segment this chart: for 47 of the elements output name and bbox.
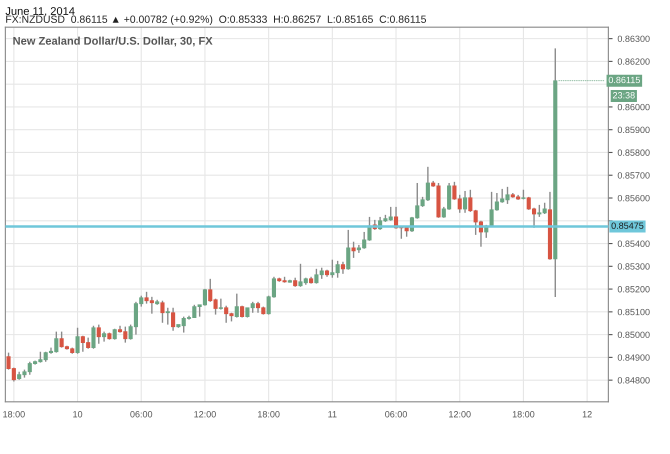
candlestick bbox=[160, 300, 165, 324]
y-tick-label: 0.85400 bbox=[618, 240, 650, 247]
candlestick bbox=[352, 241, 356, 259]
candlestick bbox=[521, 189, 526, 200]
candlestick bbox=[112, 328, 117, 340]
x-tick-label: 10 bbox=[73, 411, 82, 418]
y-tick-label: 0.85900 bbox=[618, 126, 650, 134]
y-tick-label: 0.85000 bbox=[618, 332, 650, 338]
x-tick-label: 12:00 bbox=[194, 411, 216, 418]
candlestick bbox=[346, 229, 350, 270]
text: 23:38 bbox=[612, 92, 635, 98]
y-tick-label: 0.86200 bbox=[618, 58, 650, 65]
x-tick-label: 18:00 bbox=[258, 411, 280, 418]
annotation: 0.86115 bbox=[608, 76, 640, 84]
y-tick-label: 0.85600 bbox=[618, 194, 650, 202]
x-tick-label: 06:00 bbox=[385, 411, 407, 418]
candlestick bbox=[293, 277, 298, 288]
y-tick-label: 0.85200 bbox=[618, 286, 650, 292]
candlestick bbox=[75, 327, 80, 354]
y-tick-label: 0.86000 bbox=[618, 104, 650, 110]
candlestick bbox=[96, 324, 101, 344]
candlestick bbox=[462, 190, 468, 214]
y-tick-label: 0.85700 bbox=[618, 172, 650, 179]
y-tick-label: 0.84900 bbox=[618, 354, 650, 361]
x-tick-label: 11 bbox=[328, 411, 337, 418]
chart-title: June 11, 2014 bbox=[6, 7, 75, 16]
candlestick bbox=[234, 292, 239, 318]
x-tick-label: 18:00 bbox=[3, 411, 25, 418]
text: FX:NZDUSD 0.86115 ▲ +0.00782 (+0.92%) O:0.85333 H:0.86257 L:0.85165 C:0.86115 bbox=[6, 15, 426, 25]
ref-line-label: 0.85475 bbox=[611, 222, 644, 229]
x-tick-label: 18:00 bbox=[512, 411, 534, 418]
x-tick-label: 12:00 bbox=[449, 411, 471, 418]
candlestick bbox=[240, 305, 244, 318]
y-tick-label: 0.85100 bbox=[618, 308, 650, 316]
x-tick-label: 06:00 bbox=[130, 411, 152, 418]
y-tick-label: 0.85800 bbox=[618, 149, 650, 156]
text: New Zealand Dollar/U.S. Dollar, 30, FX bbox=[13, 36, 213, 46]
candlestick bbox=[171, 307, 176, 332]
y-tick-label: 0.86300 bbox=[618, 36, 650, 42]
candlestick bbox=[166, 307, 170, 326]
y-tick-label: 0.85300 bbox=[618, 263, 650, 270]
candlestick bbox=[91, 325, 96, 350]
x-tick-label: 12 bbox=[582, 411, 592, 418]
candlestick bbox=[340, 261, 346, 275]
y-tick-label: 0.84800 bbox=[618, 377, 650, 384]
candlestick bbox=[218, 298, 223, 310]
candlestick bbox=[102, 330, 106, 342]
